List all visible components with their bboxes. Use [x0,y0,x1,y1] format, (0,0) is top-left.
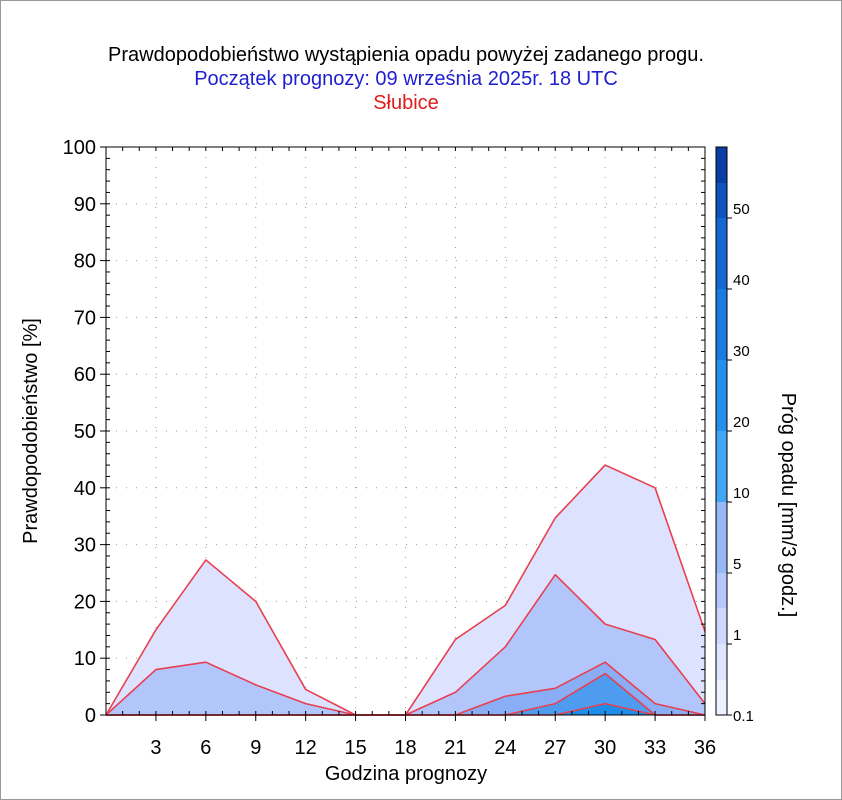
x-tick-label: 27 [544,737,566,759]
y-tick-label: 0 [85,705,96,727]
y-tick-label: 10 [74,648,96,670]
colorbar-segment [716,218,727,289]
area-threshold-1 [106,574,705,715]
x-tick-label: 24 [494,737,516,759]
y-axis-label: Prawdopodobieństwo [%] [20,318,42,544]
colorbar-tick-label: 0.1 [733,708,754,725]
area-threshold-5 [106,662,705,715]
colorbar-tick-label: 20 [733,414,750,431]
chart-subtitle: Początek prognozy: 09 września 2025r. 18… [194,68,618,90]
minor-ticks [105,146,706,716]
y-tick-label: 60 [74,364,96,386]
colorbar-tick-label: 1 [733,627,741,644]
colorbar-segment [716,502,727,573]
chart-title: Prawdopodobieństwo wystąpienia opadu pow… [108,44,704,66]
colorbar-segment [716,644,727,680]
y-tick-label: 100 [63,137,96,159]
x-tick-label: 36 [694,737,716,759]
x-tick-label: 15 [344,737,366,759]
x-tick-label: 18 [394,737,416,759]
y-tick-label: 40 [74,478,96,500]
y-tick-label: 30 [74,535,96,557]
probability-areas [106,465,705,715]
y-tick-label: 20 [74,591,96,613]
x-tick-label: 12 [295,737,317,759]
x-tick-label: 21 [444,737,466,759]
y-tick-label: 90 [74,194,96,216]
y-axis: 0 10 20 30 40 50 60 70 80 90 100 [63,137,106,727]
y-tick-label: 50 [74,421,96,443]
colorbar-segment [716,573,727,608]
x-axis: 3 6 9 12 15 18 21 24 27 30 33 36 [150,715,716,759]
colorbar-segment [716,608,727,644]
colorbar-tick-label: 40 [733,272,750,289]
colorbar-tick-label: 50 [733,201,750,218]
location-label: Słubice [373,92,439,114]
colorbar-label: Próg opadu [mm/3 godz.] [777,393,799,618]
x-tick-label: 30 [594,737,616,759]
y-tick-label: 70 [74,307,96,329]
x-tick-label: 6 [200,737,211,759]
colorbar-segment [716,183,727,218]
colorbar: 0.1 1 5 10 20 30 40 50 [715,146,754,725]
colorbar-segment [716,360,727,431]
x-tick-label: 9 [250,737,261,759]
y-tick-label: 80 [74,251,96,273]
colorbar-segment [716,431,727,502]
area-threshold-10 [106,673,705,715]
x-axis-label: Godzina prognozy [325,763,487,785]
colorbar-segment [716,147,727,183]
colorbar-tick-label: 5 [733,556,741,573]
colorbar-segment [716,289,727,360]
x-tick-label: 33 [644,737,666,759]
colorbar-tick-label: 10 [733,485,750,502]
colorbar-tick-label: 30 [733,343,750,360]
x-tick-label: 3 [150,737,161,759]
colorbar-segment [716,680,727,715]
area-threshold-20 [106,703,705,715]
